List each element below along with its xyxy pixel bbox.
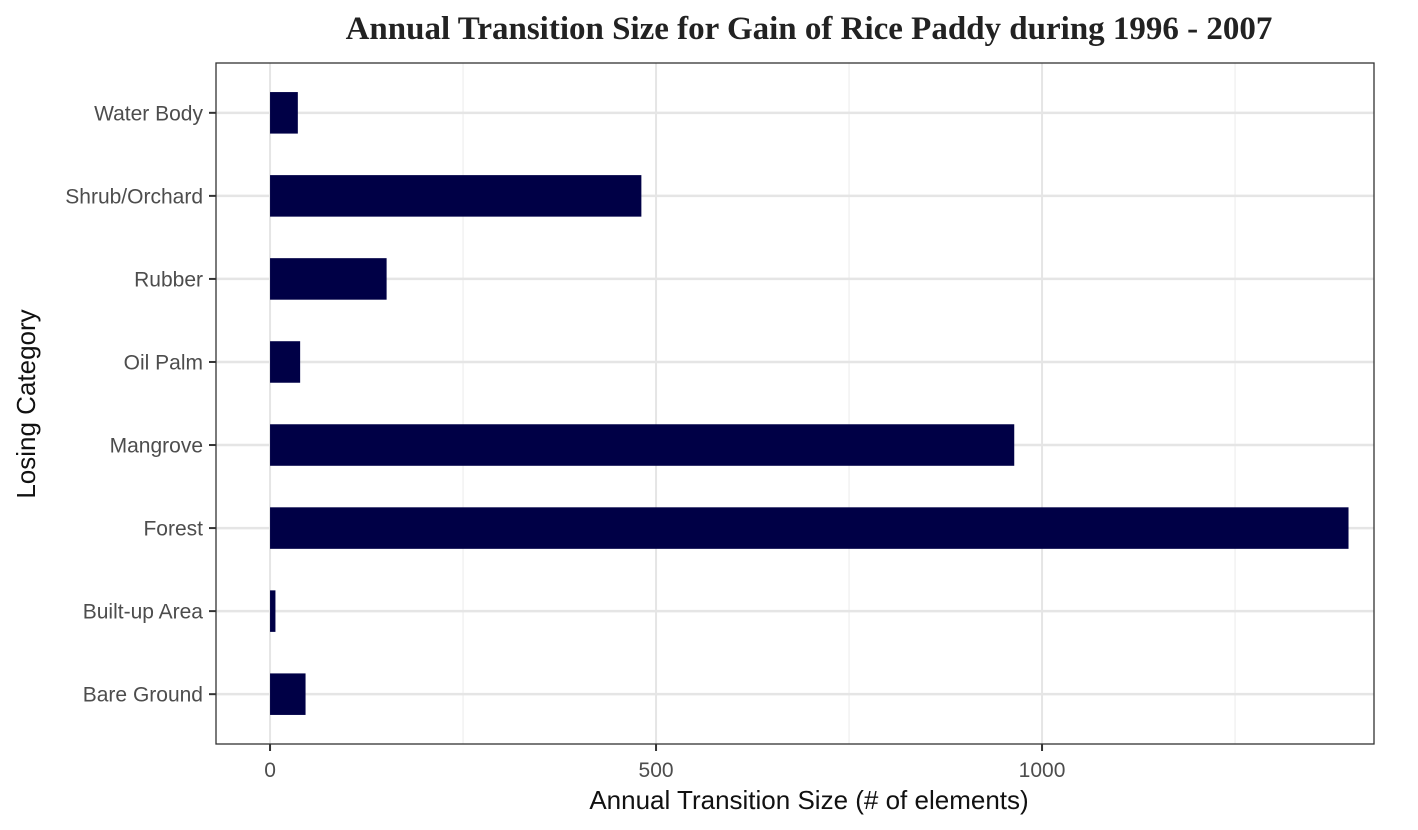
y-tick-label: Built-up Area: [83, 601, 204, 624]
y-axis-title: Losing Category: [11, 309, 41, 498]
y-axis: Bare Ground Built-up Area Forest Mangrove Oi…: [65, 102, 216, 707]
bar: [270, 341, 301, 383]
panel-border: [215, 62, 1375, 745]
minor-gridlines: [462, 63, 1236, 744]
bar: [270, 175, 642, 217]
y-tick-label: Shrub/Orchard: [65, 185, 203, 208]
bar: [270, 258, 387, 300]
bar: [270, 590, 276, 632]
x-tick-label: 500: [639, 759, 674, 782]
y-tick-label: Mangrove: [110, 435, 203, 458]
bar: [270, 507, 1349, 549]
chart-title: Annual Transition Size for Gain of Rice …: [346, 11, 1273, 47]
bar: [270, 673, 306, 715]
major-gridlines: [216, 63, 1374, 744]
y-tick-label: Rubber: [134, 268, 203, 291]
x-axis: 0 500 1000: [264, 744, 1065, 782]
x-tick-label: 0: [264, 759, 276, 782]
y-tick-label: Bare Ground: [83, 684, 203, 707]
bars: [270, 92, 1349, 715]
x-axis-title: Annual Transition Size (# of elements): [589, 785, 1028, 815]
y-tick-label: Oil Palm: [124, 351, 203, 374]
x-tick-label: 1000: [1019, 759, 1066, 782]
y-tick-label: Water Body: [94, 102, 203, 125]
bar: [270, 424, 1015, 466]
bar: [270, 92, 298, 134]
y-tick-label: Forest: [143, 518, 203, 541]
